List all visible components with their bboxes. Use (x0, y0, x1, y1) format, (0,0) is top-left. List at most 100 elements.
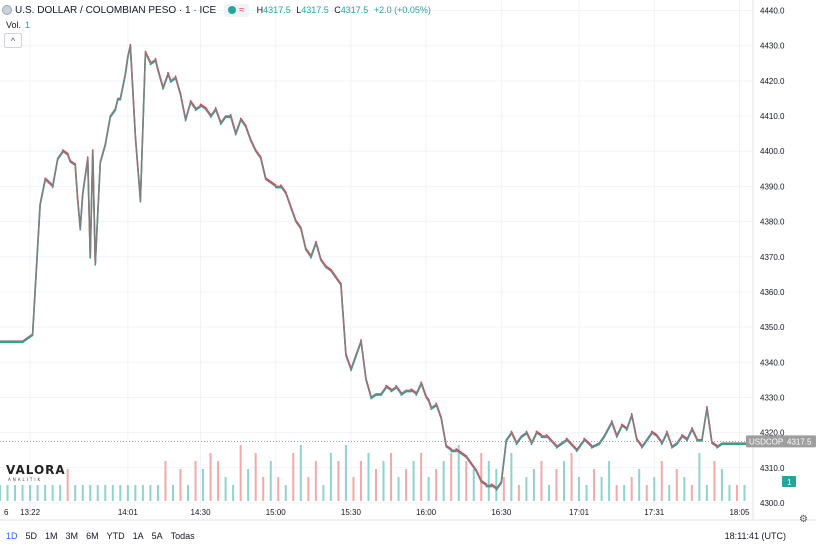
volume-bar (472, 469, 475, 501)
volume-bar (164, 461, 167, 501)
price-segment (650, 430, 658, 436)
range-3m[interactable]: 3M (65, 531, 79, 541)
logo-subtitle: ANALITIK (8, 477, 43, 482)
volume-bar (81, 485, 84, 501)
volume-bar (149, 485, 152, 501)
price-segment (620, 423, 628, 429)
price-segment (711, 441, 718, 447)
volume-bar (675, 469, 678, 501)
range-1m[interactable]: 1M (45, 531, 58, 541)
range-6m[interactable]: 6M (86, 531, 99, 541)
volume-bar (359, 461, 362, 501)
price-segment (61, 149, 69, 155)
volume-bar (254, 453, 257, 501)
price-segment (520, 433, 528, 439)
x-tick-label: 17:31 (644, 508, 665, 517)
volume-bar (442, 461, 445, 501)
market-open-dot-icon (228, 6, 237, 14)
x-tick-label: 18:05 (729, 508, 750, 517)
volume-bar (397, 477, 400, 501)
volume-bar (171, 485, 174, 501)
price-segment (716, 443, 723, 449)
volume-bar (209, 453, 212, 501)
volume-bar (217, 461, 220, 501)
x-tick-label: 15:30 (341, 508, 362, 517)
volume-bar (435, 469, 438, 501)
volume-bar (480, 453, 483, 501)
volume-bar (405, 469, 408, 501)
price-segment (455, 448, 463, 454)
volume-bar (427, 477, 430, 501)
volume-bar (36, 485, 39, 501)
volume-bar (593, 469, 596, 501)
range-todas[interactable]: Todas (170, 531, 195, 541)
volume-bar (179, 469, 182, 501)
chevron-up-icon: ^ (10, 35, 16, 46)
volume-bar (502, 477, 505, 501)
range-5d[interactable]: 5D (25, 531, 38, 541)
volume-bar (337, 461, 340, 501)
volume-bar (292, 453, 295, 501)
price-segment (555, 440, 568, 449)
volume-bar (6, 485, 9, 501)
volume-value: 1 (25, 20, 31, 30)
price-segment (370, 394, 377, 400)
gear-icon[interactable]: ⚙ (799, 514, 808, 525)
market-status-pill[interactable]: ≈ (224, 3, 249, 17)
volume-bar (683, 477, 686, 501)
y-tick-label: 4390.0 (760, 182, 785, 191)
range-ytd[interactable]: YTD (106, 531, 125, 541)
currency-flag-icon (2, 5, 12, 15)
x-tick-label: 16:30 (491, 508, 512, 517)
volume-bar (66, 469, 69, 501)
x-tick-label: 14:01 (118, 508, 139, 517)
volume-bar (608, 461, 611, 501)
volume-bar (51, 485, 54, 501)
volume-bar (89, 485, 92, 501)
x-tick-label: 13:22 (20, 508, 41, 517)
range-5a[interactable]: 5A (151, 531, 163, 541)
chart-header: U.S. DOLLAR / COLOMBIAN PESO · 1 · ICE ≈… (0, 2, 434, 18)
price-segment (264, 177, 272, 183)
bottom-toolbar: 1D 5D 1M 3M 6M YTD 1A 5A Todas 18:11:41 (UTC) ⚙ (0, 514, 816, 544)
volume-bar (104, 485, 107, 501)
symbol-title[interactable]: U.S. DOLLAR / COLOMBIAN PESO · 1 · ICE (15, 4, 217, 16)
volume-bar (202, 469, 205, 501)
volume-bar (487, 461, 490, 501)
range-1a[interactable]: 1A (132, 531, 144, 541)
y-tick-label: 4340.0 (760, 358, 785, 367)
x-tick-label: 6 (4, 508, 9, 517)
price-line (0, 44, 752, 490)
x-tick-label: 15:00 (266, 508, 287, 517)
volume-bar (547, 485, 550, 501)
volume-bar (713, 461, 716, 501)
volume-bar (14, 485, 17, 501)
volume-bar (59, 485, 62, 501)
volume-bar (495, 469, 498, 501)
volume-bar (690, 485, 693, 501)
y-tick-label: 4420.0 (760, 77, 785, 86)
volume-bar (638, 469, 641, 501)
range-selector: 1D 5D 1M 3M 6M YTD 1A 5A Todas (6, 531, 195, 541)
collapse-legend-button[interactable]: ^ (4, 33, 22, 48)
y-tick-label: 4330.0 (760, 393, 785, 402)
price-segment (194, 105, 202, 112)
price-segment (430, 404, 437, 411)
range-1d[interactable]: 1D (6, 531, 18, 541)
volume-bar (232, 485, 235, 501)
volume-bar (375, 469, 377, 501)
volume-bar (367, 453, 370, 501)
y-tick-label: 4310.0 (760, 464, 785, 473)
volume-bar (299, 445, 302, 501)
volume-bar (239, 445, 242, 501)
price-segment (269, 180, 277, 187)
y-tick-label: 4370.0 (760, 253, 785, 262)
high-value: 4317.5 (263, 5, 291, 15)
price-segment (590, 443, 600, 449)
price-segment (681, 434, 688, 440)
y-tick-label: 4430.0 (760, 42, 785, 51)
volume-bar (247, 469, 250, 501)
volume-tag-bg (782, 476, 796, 487)
price-segment (583, 437, 593, 447)
